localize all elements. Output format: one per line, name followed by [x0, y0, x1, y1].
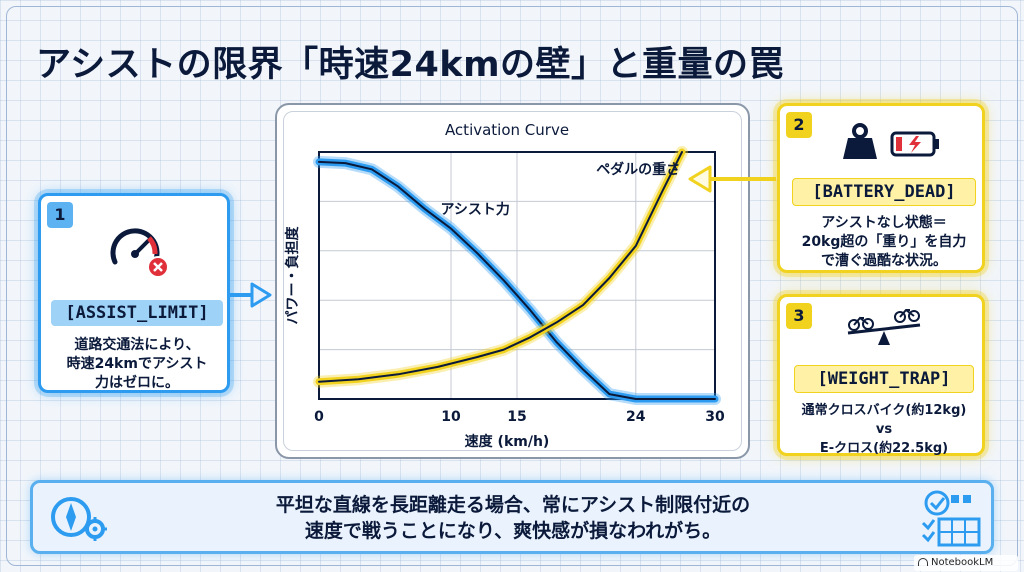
- checklist-grid-icon: [921, 490, 981, 547]
- assist-limit-description: 道路交通法により、 時速24kmでアシスト 力はゼロに。: [66, 337, 208, 391]
- x-tick-label: 0: [314, 409, 324, 425]
- weight-icon: [843, 123, 877, 159]
- card-number-badge: 1: [47, 202, 73, 228]
- summary-banner: 平坦な直線を長距離走る場合、常にアシスト制限付近の 速度で戦うことになり、爽快感…: [30, 480, 994, 554]
- series-label-assist: アシスト力: [440, 201, 509, 218]
- series-line-1: [315, 148, 686, 386]
- compass-gear-icon: [51, 497, 107, 541]
- arrow-to-chart: [230, 282, 272, 308]
- card-number-badge: 2: [786, 112, 812, 138]
- assist-limit-card: 1 [ASSIST_LIMIT] 道路交通法により、 時速24kmでアシスト 力…: [38, 193, 230, 393]
- card-number-badge: 3: [786, 303, 812, 329]
- series-core-0: [318, 160, 716, 400]
- assist-limit-tag: [ASSIST_LIMIT]: [51, 300, 223, 326]
- y-axis-label: パワー・負担度: [284, 226, 301, 325]
- x-circle-icon: [147, 256, 169, 278]
- bicycle-scale-icon: [847, 309, 921, 345]
- weight-trap-card: 3 [WEIGHT_TRAP] 通常クロスバイク(約12kg) vs E-クロス…: [777, 294, 985, 456]
- battery-dead-card: 2 [BATTERY_DEAD] アシストなし状態＝ 20kg超の「重り」を自力…: [777, 103, 985, 273]
- x-tick-label: 30: [705, 409, 725, 425]
- battery-dead-tag: [BATTERY_DEAD]: [792, 178, 976, 206]
- x-axis-label: 速度 (km/h): [465, 433, 550, 450]
- x-tick-label: 10: [441, 409, 461, 425]
- page-title: アシストの限界「時速24kmの壁」と重量の罠: [36, 45, 785, 85]
- notebooklm-icon: [918, 558, 928, 566]
- series-core-1: [318, 151, 683, 383]
- series-label-pedal: ペダルの重さ: [596, 161, 680, 178]
- weight-trap-tag: [WEIGHT_TRAP]: [794, 365, 974, 393]
- battery-dead-description: アシストなし状態＝ 20kg超の「重り」を自力 で漕ぐ過酷な状況。: [801, 215, 967, 269]
- chart-title: Activation Curve: [445, 121, 569, 139]
- weight-trap-description: 通常クロスバイク(約12kg) vs E-クロス(約22.5kg): [801, 403, 967, 456]
- arrow-to-curve: [688, 165, 776, 193]
- summary-text: 平坦な直線を長距離走る場合、常にアシスト制限付近の 速度で戦うことになり、爽快感…: [275, 494, 751, 542]
- speedometer-icon: [109, 224, 169, 284]
- chart-canvas: Activation Curve 0 10 15 24 30 速度 (km/h) パワー・負担…: [284, 121, 725, 450]
- plot-frame: [318, 151, 716, 400]
- empty-battery-icon: [890, 131, 939, 157]
- notebooklm-badge: NotebookLM: [914, 555, 1018, 571]
- x-tick-label: 24: [626, 409, 646, 425]
- activation-curve-chart: Activation Curve 0 10 15 24 30 速度 (km/h) パワー・負担…: [275, 103, 750, 459]
- x-tick-label: 15: [507, 409, 526, 425]
